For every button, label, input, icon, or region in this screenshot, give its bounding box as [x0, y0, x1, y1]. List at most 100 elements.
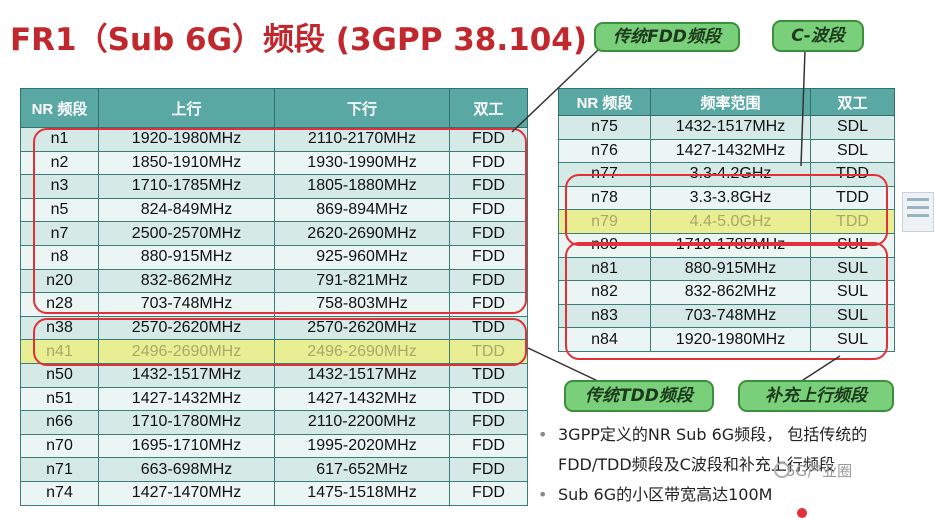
table-cell: 617-652MHz: [274, 457, 450, 482]
table-row: n82 832-862MHz SUL: [558, 280, 895, 305]
note-item: • 3GPP定义的NR Sub 6G频段， 包括传统的FDD/TDD频段及C波段和…: [536, 420, 931, 480]
table-cell: n78: [558, 185, 651, 211]
table-cell: 1920-1980MHz: [650, 327, 811, 352]
tdd-group-ring: [33, 318, 527, 366]
table-row: n71 663-698MHz 617-652MHz FDD: [20, 457, 528, 482]
fdd-group-ring: [33, 128, 527, 314]
table-cell: 2110-2200MHz: [274, 410, 450, 435]
cband-connector: [800, 49, 806, 167]
table-row: n70 1695-1710MHz 1995-2020MHz FDD: [20, 433, 528, 459]
table-row: n50 1432-1517MHz 1432-1517MHz TDD: [20, 362, 528, 388]
fr1-band-table-left: NR 频段 上行 下行 双工 n1 1920-1980MHz 2110-2170MHz FD…: [20, 88, 528, 506]
bullet-dot-icon: •: [538, 425, 548, 444]
table-cell: SDL: [810, 115, 895, 140]
note-text: Sub 6G的小区带宽高达100M: [558, 485, 773, 504]
table-cell: SUL: [810, 256, 895, 282]
table-cell: n83: [558, 303, 651, 329]
table-cell: FDD: [449, 268, 528, 294]
table-row: n51 1427-1432MHz 1427-1432MHz TDD: [20, 386, 528, 412]
left-header-cell: 上行: [98, 88, 275, 128]
callout-sul-label: 补充上行频段: [738, 380, 894, 412]
thumbnail-icon: [902, 192, 934, 232]
table-cell: SUL: [810, 303, 895, 329]
table-row: n76 1427-1432MHz SDL: [558, 138, 895, 164]
cband-group-ring: [565, 174, 888, 246]
table-cell: FDD: [449, 410, 528, 435]
note-text: 3GPP定义的NR Sub 6G频段， 包括传统的FDD/TDD频段及C波段和补…: [558, 425, 868, 474]
table-row: n75 1432-1517MHz SDL: [558, 115, 895, 140]
table-cell: FDD: [449, 244, 528, 270]
table-cell: n82: [558, 280, 651, 305]
table-cell: 1695-1710MHz: [98, 433, 275, 459]
table-row: n1 1920-1980MHz 2110-2170MHz FDD: [20, 127, 528, 152]
table-cell: 663-698MHz: [98, 457, 275, 482]
right-header-cell: 频率范围: [650, 88, 811, 116]
table-row: n66 1710-1780MHz 2110-2200MHz FDD: [20, 410, 528, 435]
bullet-dot-icon: •: [538, 485, 548, 504]
table-cell: 2500-2570MHz: [98, 221, 275, 246]
table-cell: TDD: [449, 386, 528, 412]
table-row: n8 880-915MHz 925-960MHz FDD: [20, 244, 528, 270]
table-cell: 2110-2170MHz: [274, 127, 450, 152]
table-cell: n20: [20, 268, 99, 294]
table-cell: n74: [20, 480, 99, 506]
table-cell: FDD: [449, 150, 528, 176]
table-cell: 1432-1517MHz: [98, 362, 275, 388]
table-cell: 1995-2020MHz: [274, 433, 450, 459]
table-cell: n71: [20, 457, 99, 482]
table-row: n81 880-915MHz SUL: [558, 256, 895, 282]
table-cell: n81: [558, 256, 651, 282]
watermark-logo-icon: [774, 462, 790, 478]
table-cell: 832-862MHz: [650, 280, 811, 305]
page-title: FR1（Sub 6G）频段 (3GPP 38.104): [10, 22, 588, 58]
table-cell: 1427-1432MHz: [274, 386, 450, 412]
table-cell: 1432-1517MHz: [274, 362, 450, 388]
table-row: n5 824-849MHz 869-894MHz FDD: [20, 197, 528, 223]
table-cell: n51: [20, 386, 99, 412]
table-row: n84 1920-1980MHz SUL: [558, 327, 895, 352]
fdd-connector: [511, 49, 599, 133]
fr1-band-table-right: NR 频段 频率范围 双工 n75 1432-1517MHz SDL n76 1427-14…: [558, 88, 895, 352]
callout-fdd-label: 传统FDD频段: [594, 22, 740, 52]
table-cell: n50: [20, 362, 99, 388]
table-cell: 2496-2690MHz: [274, 339, 450, 364]
table-cell: 1432-1517MHz: [650, 115, 811, 140]
table-cell: 832-862MHz: [98, 268, 275, 294]
table-cell: FDD: [449, 197, 528, 223]
table-cell: 1805-1880MHz: [274, 174, 450, 199]
table-row: n79 4.4-5.0GHz TDD: [558, 209, 895, 234]
callout-tdd-label: 传统TDD频段: [564, 380, 714, 412]
notes-list: • 3GPP定义的NR Sub 6G频段， 包括传统的FDD/TDD频段及C波段和…: [536, 420, 931, 510]
table-cell: n76: [558, 138, 651, 164]
table-cell: TDD: [810, 185, 895, 211]
watermark-text: 5G产业圈: [786, 462, 853, 480]
table-cell: FDD: [449, 433, 528, 459]
left-header-cell: 下行: [274, 88, 450, 128]
table-cell: 1427-1470MHz: [98, 480, 275, 506]
table-cell: 925-960MHz: [274, 244, 450, 270]
table-cell: 2496-2690MHz: [98, 339, 275, 364]
table-cell: SUL: [810, 327, 895, 352]
table-row: n7 2500-2570MHz 2620-2690MHz FDD: [20, 221, 528, 246]
sul-connector: [799, 355, 841, 383]
table-cell: 1920-1980MHz: [98, 127, 275, 152]
table-cell: FDD: [449, 174, 528, 199]
table-cell: 791-821MHz: [274, 268, 450, 294]
table-cell: 703-748MHz: [650, 303, 811, 329]
table-cell: 3.3-3.8GHz: [650, 185, 811, 211]
table-cell: n75: [558, 115, 651, 140]
table-row: n83 703-748MHz SUL: [558, 303, 895, 329]
table-cell: n79: [558, 209, 651, 234]
callout-cband-label: C-波段: [772, 20, 864, 52]
table-cell: 1710-1785MHz: [98, 174, 275, 199]
table-cell: 1427-1432MHz: [98, 386, 275, 412]
table-cell: SUL: [810, 280, 895, 305]
table-row: n20 832-862MHz 791-821MHz FDD: [20, 268, 528, 294]
table-cell: 880-915MHz: [98, 244, 275, 270]
table-cell: 880-915MHz: [650, 256, 811, 282]
table-cell: FDD: [449, 457, 528, 482]
table-cell: 2620-2690MHz: [274, 221, 450, 246]
tdd-connector: [527, 347, 601, 383]
table-cell: FDD: [449, 127, 528, 152]
table-cell: 1850-1910MHz: [98, 150, 275, 176]
